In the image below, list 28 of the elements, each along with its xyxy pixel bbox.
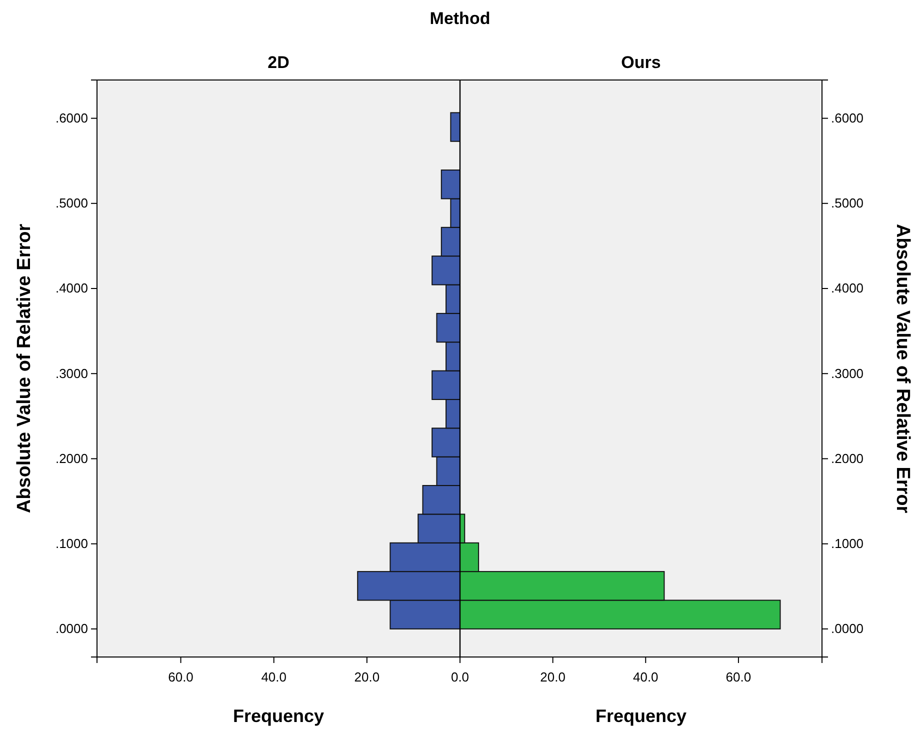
y-tick-label: .2000: [831, 450, 864, 466]
x-tick-label: 40.0: [632, 670, 658, 685]
chart-title: Ours: [621, 53, 661, 72]
y-tick-label: .4000: [55, 280, 88, 296]
x-tick-label: 20.0: [540, 670, 566, 685]
y-tick-label: .6000: [55, 110, 88, 126]
y-tick-label: .5000: [55, 196, 88, 211]
y-tick-label: .1000: [831, 536, 864, 551]
y-tick-label: .0000: [831, 621, 864, 636]
y-tick-label: .6000: [831, 110, 864, 126]
x-tick-label: 0.0: [450, 670, 470, 685]
x-axis-title: Frequency: [595, 706, 687, 726]
x-tick-label: 60.0: [168, 670, 194, 685]
y-tick-label: .1000: [55, 536, 88, 551]
x-axis-title: Frequency: [232, 706, 324, 726]
y-tick-label: .3000: [55, 366, 88, 381]
x-tick-label: 20.0: [354, 670, 380, 685]
y-tick-label: .3000: [831, 366, 864, 381]
y-tick-label: .0000: [55, 621, 88, 636]
y-axis-title: Absolute Value of Relative Error: [892, 224, 913, 514]
x-tick-label: 40.0: [261, 670, 286, 685]
y-tick-label: .2000: [55, 450, 88, 466]
text: Method: [430, 9, 490, 28]
chart-title: 2D: [268, 53, 290, 72]
y-axis-title: Absolute Value of Relative Error: [14, 223, 35, 514]
x-tick-label: 60.0: [726, 670, 752, 685]
y-tick-label: .4000: [831, 280, 864, 296]
y-tick-label: .5000: [831, 196, 864, 211]
